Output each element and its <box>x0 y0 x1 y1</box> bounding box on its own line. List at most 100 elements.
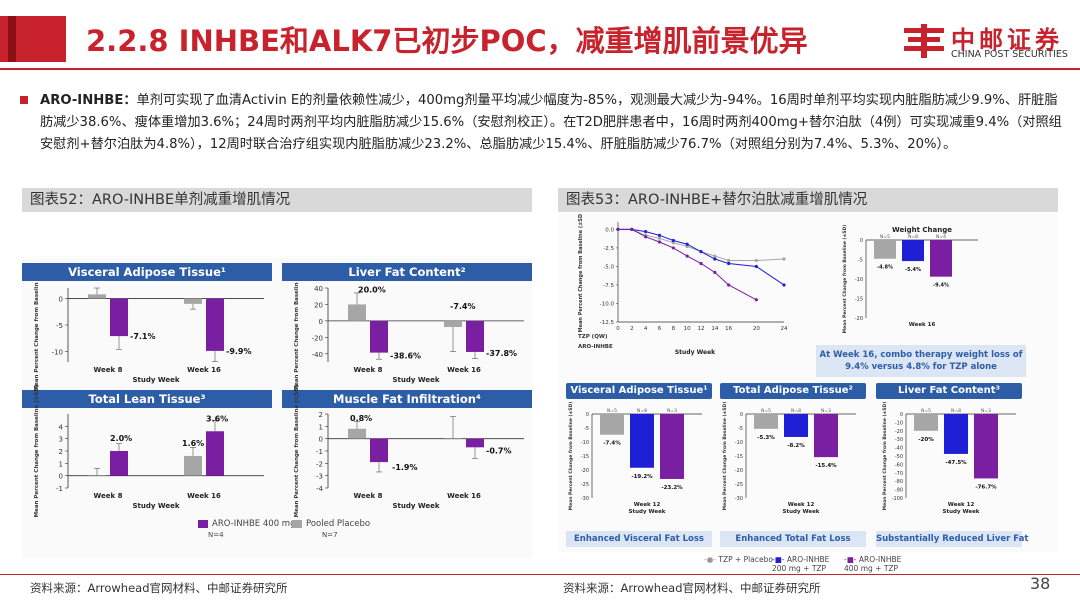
y-tick-label: -1 <box>316 448 323 456</box>
legend-aro400-swatch <box>198 519 208 528</box>
bar-aro <box>110 451 128 476</box>
n-label: N=8 <box>908 234 918 240</box>
x-tick-label: Week 12 <box>788 502 815 508</box>
x-tick-label: Week 16 <box>909 322 936 328</box>
panel-title-combo-total: Total Adipose Tissue² <box>720 383 866 399</box>
series-point <box>727 283 731 287</box>
bar-placebo <box>444 438 462 440</box>
y-tick-label: -5 <box>56 322 63 330</box>
x-tick-label: 10 <box>684 326 691 332</box>
y-tick-label: 2 <box>319 411 323 419</box>
y-tick-label: -15 <box>735 454 743 460</box>
n-label: N=8 <box>791 408 801 414</box>
bar <box>914 414 938 431</box>
bar-placebo <box>88 294 106 299</box>
bullet-square-icon <box>20 96 28 104</box>
data-label: 20.0% <box>358 285 386 294</box>
panel-title-muscle-fat: Muscle Fat Infiltration⁴ <box>282 390 532 408</box>
series-point <box>754 264 758 269</box>
series-point <box>671 246 675 250</box>
y-tick-label: -10.0 <box>600 301 615 307</box>
n-label: N=5 <box>761 408 771 414</box>
y-tick-label: -5 <box>584 426 589 432</box>
series-point <box>713 257 717 261</box>
series-point <box>685 244 689 249</box>
y-tick-label: 20 <box>314 301 323 309</box>
bar-placebo <box>88 475 106 477</box>
series-point <box>657 233 662 237</box>
series-point <box>644 235 648 239</box>
y-tick-label: -10 <box>52 348 63 356</box>
aro-row-label: ARO-INHBE <box>578 344 613 350</box>
series-point <box>754 298 758 302</box>
header-accent-stripe <box>8 16 16 62</box>
panel-title-combo-visceral: Visceral Adipose Tissue¹ <box>566 383 712 399</box>
figure53-top-charts: 0.0-2.5-5.0-7.5-10.0-12.50 2 4 6 8 10 12 14 16 20… <box>578 214 978 356</box>
y-axis-label: Mean Percent Change from Baseline (±SD) <box>294 384 300 517</box>
y-axis-label: Mean Percent Change from Baseline (±SD) <box>578 214 584 332</box>
bar-aro <box>466 438 484 448</box>
paragraph-lead: ARO-INHBE： <box>40 93 137 108</box>
n-label: N=8 <box>637 408 647 414</box>
bar-aro <box>206 298 224 351</box>
data-label: -38.6% <box>390 352 421 361</box>
legend-placebo-n: N=7 <box>322 531 338 539</box>
y-tick-label: 3 <box>59 436 63 444</box>
series-point <box>685 254 689 258</box>
y-tick-label: -10 <box>735 440 743 446</box>
x-axis-label: Study Week <box>629 509 666 515</box>
footer-divider <box>0 574 1080 575</box>
y-tick-label: -80 <box>895 479 903 485</box>
bar <box>630 414 654 468</box>
y-tick-label: -5.0 <box>603 264 614 270</box>
y-tick-label: -20 <box>895 429 903 435</box>
series-line <box>618 228 785 286</box>
y-axis-label: Mean Percent Change from Baseline (±SD) <box>722 402 728 511</box>
data-label: -7.1% <box>130 332 156 341</box>
y-tick-label: -15 <box>581 454 589 460</box>
chart-liver-single: 40 20 0 -20 -40 Mean Percent Change from Base… <box>294 282 524 391</box>
n-label: N=5 <box>607 408 617 414</box>
data-label: 3.6% <box>206 414 228 423</box>
data-label: -0.7% <box>486 446 512 455</box>
y-tick-label: 1 <box>319 423 323 431</box>
data-label: -76.7% <box>975 484 997 490</box>
paragraph-body: 单剂可实现了血清Activin E的剂量依赖性减少，400mg剂量平均减少幅度为… <box>40 93 1062 152</box>
series-point <box>630 227 634 232</box>
y-tick-label: -10 <box>895 420 903 426</box>
n-label: N=5 <box>880 234 890 240</box>
n-label: N=5 <box>921 408 931 414</box>
x-axis-label: Study Week <box>392 502 439 510</box>
panel-title-lean: Total Lean Tissue³ <box>22 390 272 408</box>
n-label: N=3 <box>981 408 991 414</box>
chart-combo-total: 0 -5 -10 -15 -20 -25 -30 Mean Percent Change fr… <box>722 402 856 515</box>
chart-muscle-single: 2 1 0 -1 -2 -3 -4 Mean Percent Change from Base… <box>294 384 524 517</box>
chart-combo-liver: 0 -10 -20 -30 -40 -50 -60 -70 -80 -90 -100 Mean Per… <box>882 402 1016 515</box>
y-tick-label: 0 <box>740 412 743 418</box>
x-tick-label: Week 16 <box>187 492 221 500</box>
panel-title-visceral: Visceral Adipose Tissue¹ <box>22 263 272 281</box>
y-tick-label: 0 <box>59 296 63 304</box>
y-tick-label: -20 <box>581 468 589 474</box>
y-tick-label: -25 <box>735 482 743 488</box>
chart-weight-line: 0.0-2.5-5.0-7.5-10.0-12.50 2 4 6 8 10 12 14 16 20… <box>578 214 788 356</box>
y-tick-label: -7.5 <box>603 283 614 289</box>
legend-aro400: ARO-INHBE 400 mg <box>198 519 295 529</box>
bar-aro <box>466 320 484 352</box>
data-label: 2.0% <box>110 434 132 443</box>
bar-placebo <box>348 428 366 439</box>
figure53-bottom-charts: 0 -5 -10 -15 -20 -25 -30 Mean Percent Change fr… <box>568 402 1016 515</box>
y-tick-label: -30 <box>735 496 743 502</box>
tzp-row-label: TZP (QW) <box>578 334 608 340</box>
panel-title-combo-liver: Liver Fat Content³ <box>876 383 1022 399</box>
series-point <box>671 241 675 245</box>
x-tick-label: 6 <box>658 326 662 332</box>
x-tick-label: Week 12 <box>948 502 975 508</box>
footer-total: Enhanced Total Fat Loss <box>720 531 866 547</box>
y-tick-label: 4 <box>59 423 64 431</box>
panel-title-liver: Liver Fat Content² <box>282 263 532 281</box>
y-tick-label: 0 <box>586 412 589 418</box>
bar <box>754 414 778 429</box>
y-tick-label: 0 <box>900 412 903 418</box>
series-point <box>699 250 703 254</box>
